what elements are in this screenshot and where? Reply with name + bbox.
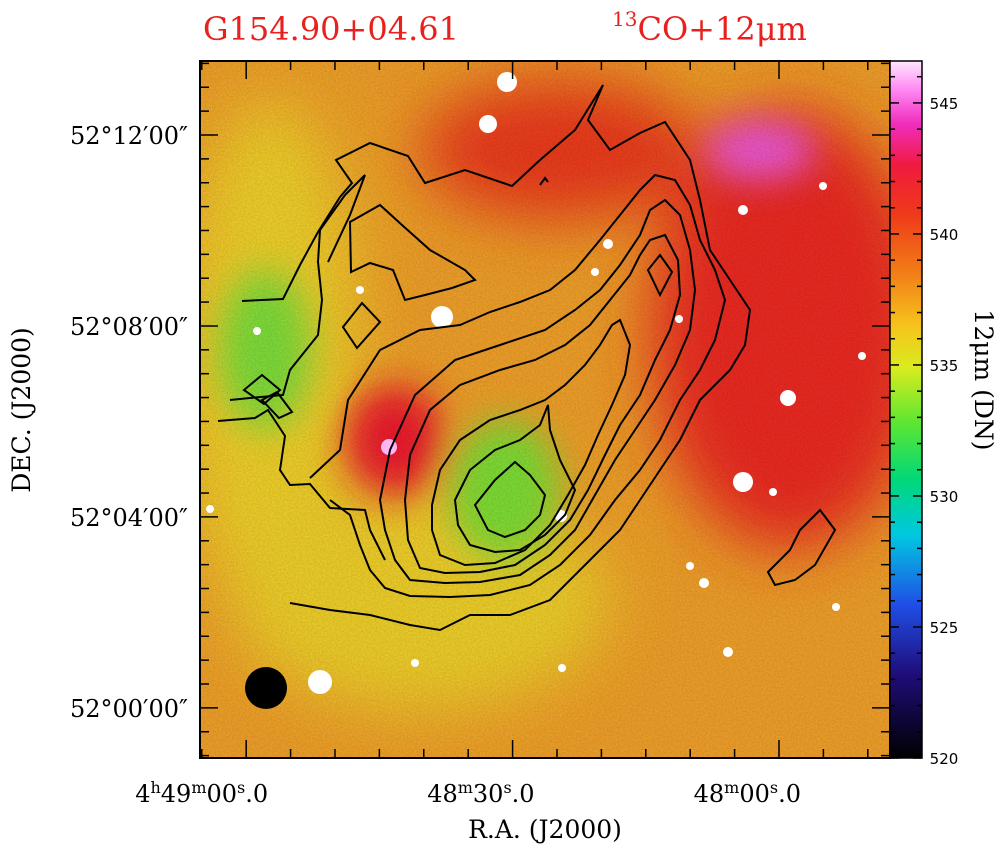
point-source: [699, 578, 709, 588]
contour-level-11: [453, 404, 577, 554]
co-contours: [217, 84, 837, 632]
x-tick-labels: 4h49m00s.0 48m30s.0 48m00s.0: [135, 778, 801, 809]
contour-level-4: [341, 301, 382, 350]
colorbar: [889, 60, 923, 759]
point-source: [769, 488, 777, 496]
y-tick-labels: 52°12′00″ 52°08′00″ 52°04′00″ 52°00′00″: [70, 122, 188, 723]
contour-level-8: [378, 198, 697, 585]
y-tick-label: 52°04′00″: [70, 504, 188, 532]
point-sources: [206, 72, 866, 694]
map-label-superscript: 13: [612, 7, 637, 31]
colorbar-label: 12μm (DN): [969, 309, 998, 450]
intensity-map: [200, 61, 890, 758]
contour-level-12: [473, 460, 547, 539]
contour-level-14: [766, 508, 837, 587]
map-noise: [200, 61, 890, 758]
point-source: [591, 268, 599, 276]
point-source: [733, 472, 753, 492]
source-name-title: G154.90+04.61: [203, 10, 459, 48]
contour-level-7: [309, 173, 727, 599]
contour-level-10: [431, 318, 632, 567]
y-tick-label: 52°12′00″: [70, 122, 188, 150]
point-source: [738, 205, 748, 215]
axis-ticks: [200, 61, 890, 758]
point-source: [603, 239, 613, 249]
x-tick-label: 4h49m00s.0: [135, 778, 268, 809]
beam-marker: [245, 667, 287, 709]
point-source: [411, 659, 419, 667]
colorbar-tick-label: 525: [930, 619, 959, 637]
point-source: [479, 115, 497, 133]
x-tick-label: 48m00s.0: [694, 778, 801, 809]
contour-level-6: [260, 390, 294, 420]
map-label-title: 13CO+12μm: [612, 7, 807, 48]
point-source: [780, 390, 796, 406]
y-tick-label: 52°00′00″: [70, 695, 188, 723]
point-source: [832, 603, 840, 611]
y-tick-label: 52°08′00″: [70, 313, 188, 341]
colorbar-tick-labels: 520 525 530 535 540 545: [930, 95, 959, 768]
point-source: [686, 562, 694, 570]
contour-level-9: [403, 233, 682, 575]
point-source: [819, 182, 827, 190]
y-axis-label: DEC. (J2000): [7, 327, 36, 493]
point-source: [558, 664, 566, 672]
colorbar-tick-label: 520: [930, 750, 959, 768]
colorbar-ticks: [890, 75, 922, 759]
point-source: [431, 306, 453, 328]
colorbar-tick-label: 535: [930, 357, 959, 375]
point-source: [206, 505, 214, 513]
x-tick-label: 48m30s.0: [427, 778, 534, 809]
contour-level-1b: [217, 408, 386, 561]
point-source: [723, 647, 733, 657]
point-source: [253, 327, 261, 335]
contour-level-5: [242, 373, 282, 406]
contour-level-15: [539, 176, 549, 186]
contour-level-13: [646, 253, 674, 298]
point-source: [356, 286, 364, 294]
point-source: [497, 72, 517, 92]
x-axis-label: R.A. (J2000): [468, 815, 622, 844]
point-source: [308, 670, 332, 694]
contour-level-3: [348, 203, 477, 302]
colorbar-tick-label: 530: [930, 488, 959, 506]
point-source: [858, 352, 866, 360]
point-source: [675, 315, 683, 323]
contour-level-1: [241, 84, 752, 632]
contour-level-2: [229, 174, 366, 401]
map-label-main: CO+12μm: [637, 10, 806, 48]
colorbar-tick-label: 545: [930, 95, 959, 113]
colorbar-tick-label: 540: [930, 226, 959, 244]
